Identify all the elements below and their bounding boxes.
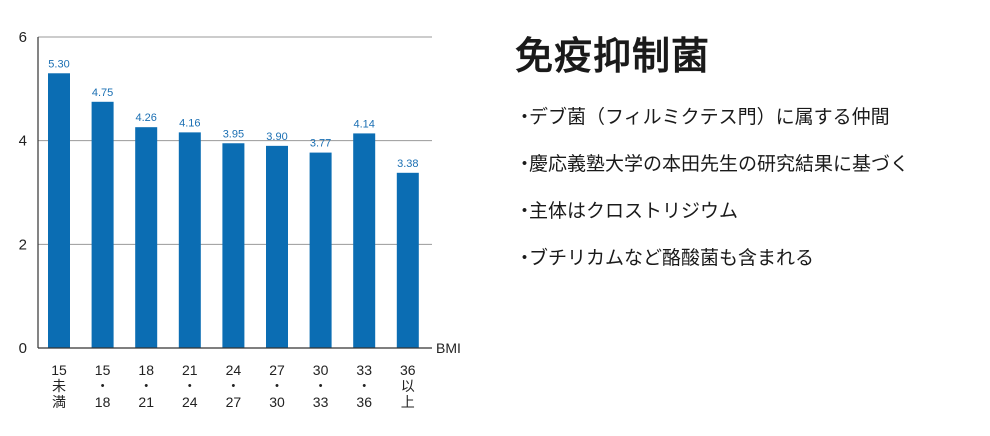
y-tick-label: 6 [19,29,27,46]
x-tick-label: ・ [314,378,328,394]
x-tick-label: 18 [138,362,154,378]
list-item-text: 主体はクロストリジウム [529,200,739,222]
data-label: 3.90 [266,131,287,143]
list-item-text: ブチリカムなど酪酸菌も含まれる [529,247,815,269]
bar [222,143,245,348]
x-tick-label: 24 [226,362,242,378]
x-tick-label: 満 [52,394,66,410]
data-label: 3.95 [223,128,244,140]
x-tick-label: 以 [401,378,415,394]
list-item: ・ デブ菌（フィルミクテス門）に属する仲間 [515,104,985,130]
x-tick-label: 15 [51,362,67,378]
data-label: 4.75 [92,87,113,99]
axes [37,37,432,349]
bar [178,132,201,348]
data-label: 3.38 [397,158,418,170]
bar [135,127,158,348]
x-tick-label: ・ [270,378,284,394]
bar [309,152,332,348]
x-tick-label: 36 [356,394,372,410]
x-tick-label: 24 [182,394,198,410]
list-item: ・ 慶応義塾大学の本田先生の研究結果に基づく [515,151,985,177]
x-tick-label: 30 [269,394,285,410]
bullet-dot: ・ [515,247,535,269]
x-tick-label: 15 [95,362,111,378]
x-tick-label: 33 [313,394,329,410]
data-label: 3.77 [310,138,331,150]
data-label: 4.26 [135,112,156,124]
bullet-list: ・ デブ菌（フィルミクテス門）に属する仲間 ・ 慶応義塾大学の本田先生の研究結果… [515,104,985,271]
bar [396,172,419,348]
data-label: 4.14 [353,118,374,130]
list-item-text: デブ菌（フィルミクテス門）に属する仲間 [529,106,890,128]
x-tick-label: 未 [52,378,66,394]
bar [48,73,70,349]
data-label: 5.30 [48,58,69,70]
bmi-bar-chart: 02465.3015未満4.7515・184.2618・214.1621・243… [19,29,461,410]
x-tick-label: 30 [313,362,329,378]
bars [48,73,419,349]
list-item: ・ 主体はクロストリジウム [515,198,985,224]
x-axis-label: BMI [436,340,461,356]
bar [266,145,288,348]
bar [91,101,114,349]
x-tick-label: ・ [139,378,153,394]
x-tick-label: 18 [95,394,111,410]
x-tick-label: 33 [356,362,372,378]
bullet-dot: ・ [515,106,535,128]
x-tick-label: 21 [182,362,198,378]
y-tick-label: 2 [19,236,27,253]
x-tick-label: ・ [96,378,110,394]
x-tick-label: 36 [400,362,416,378]
x-tick-label: 21 [138,394,154,410]
bullet-dot: ・ [515,153,535,175]
x-tick-label: 27 [226,394,242,410]
x-tick-label: 27 [269,362,285,378]
x-tick-label: ・ [183,378,197,394]
bar [353,133,376,348]
y-tick-label: 4 [19,133,27,150]
x-tick-label: ・ [226,378,240,394]
panel-title: 免疫抑制菌 [515,34,711,78]
info-panel: 免疫抑制菌 ・ デブ菌（フィルミクテス門）に属する仲間 ・ 慶応義塾大学の本田先… [515,30,985,292]
y-tick-label: 0 [19,340,27,357]
x-tick-label: 上 [401,394,415,410]
list-item-text: 慶応義塾大学の本田先生の研究結果に基づく [529,153,910,175]
bullet-dot: ・ [515,200,535,222]
list-item: ・ ブチリカムなど酪酸菌も含まれる [515,245,985,271]
x-tick-label: ・ [357,378,371,394]
labels: 02465.3015未満4.7515・184.2618・214.1621・243… [19,29,461,410]
data-label: 4.16 [179,117,200,129]
